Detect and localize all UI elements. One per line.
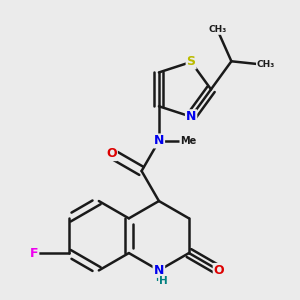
Text: H: H	[159, 276, 167, 286]
Text: O: O	[214, 264, 224, 277]
Text: CH₃: CH₃	[208, 25, 226, 34]
Text: N: N	[154, 134, 164, 148]
Text: O: O	[106, 147, 117, 160]
Text: CH₃: CH₃	[257, 60, 275, 69]
Text: N: N	[154, 264, 164, 277]
Text: H: H	[155, 273, 163, 283]
Text: N: N	[186, 110, 196, 123]
Text: F: F	[30, 247, 38, 260]
Text: N: N	[154, 264, 164, 277]
Text: S: S	[187, 56, 196, 68]
Text: Me: Me	[180, 136, 196, 146]
